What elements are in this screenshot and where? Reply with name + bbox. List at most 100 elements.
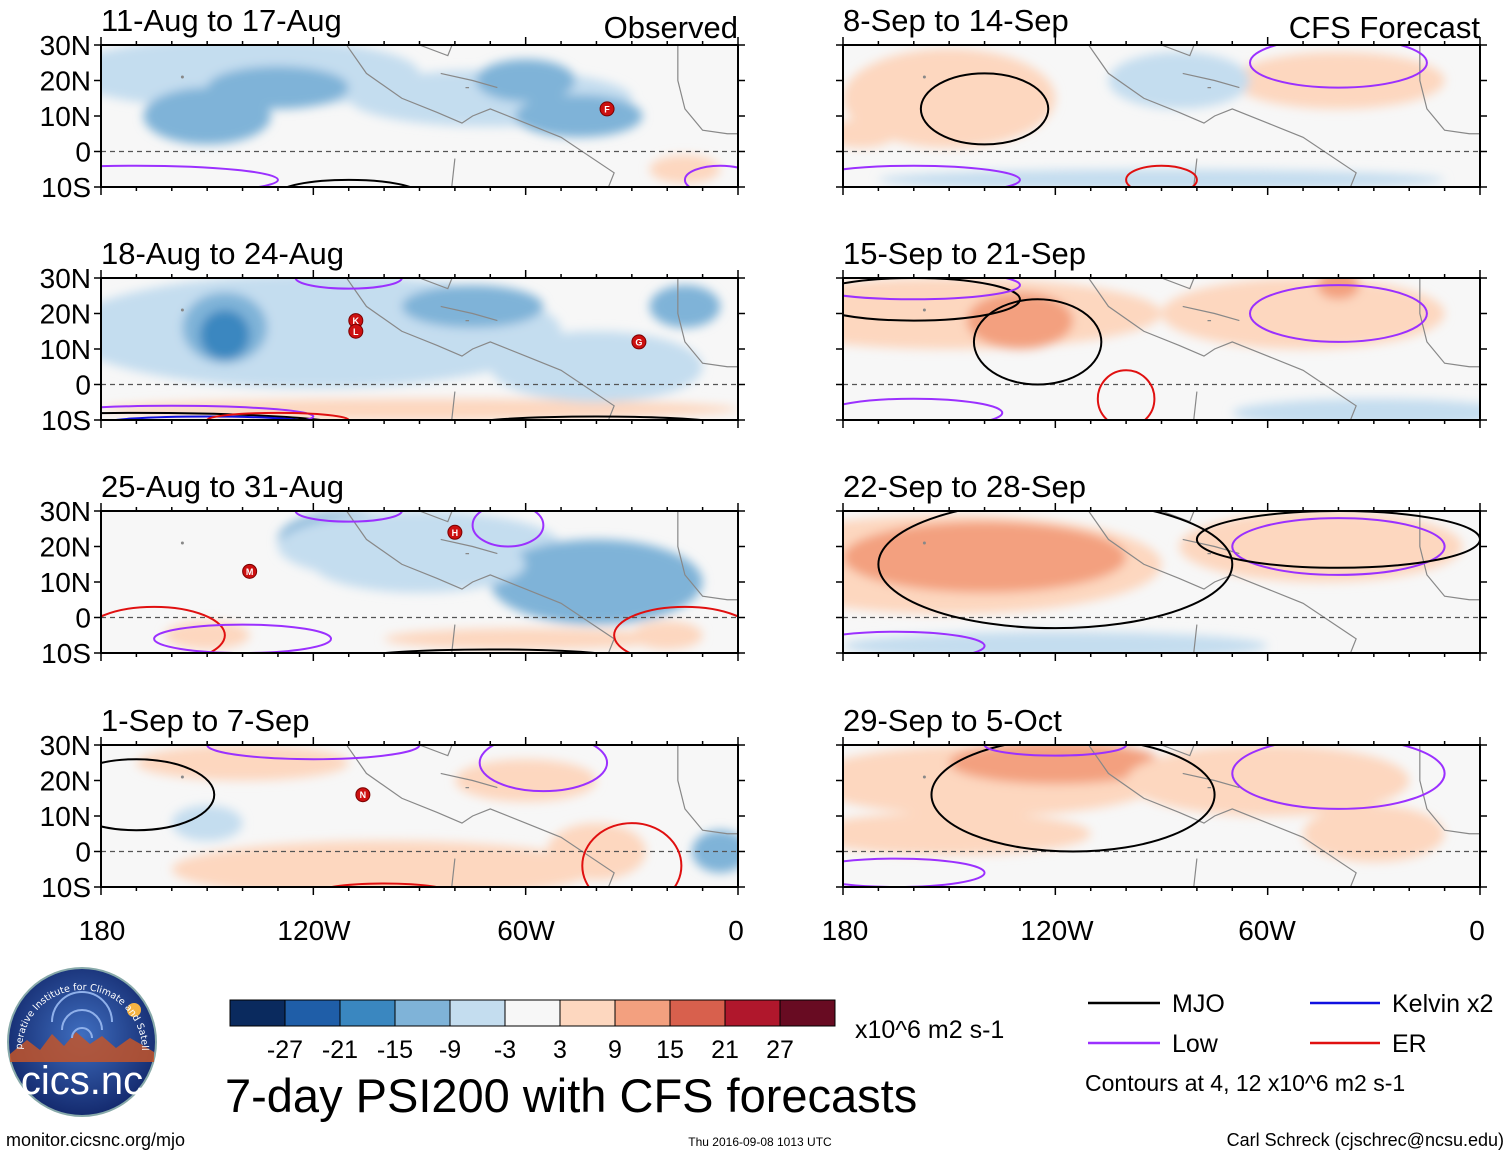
panel-period-title: 18-Aug to 24-Aug <box>101 236 344 271</box>
contour-low <box>153 623 333 653</box>
contour-mjo <box>374 648 607 653</box>
website-label: monitor.cicsnc.org/mjo <box>6 1130 185 1150</box>
anomaly-patch <box>1232 52 1445 109</box>
contour-low <box>1231 517 1446 576</box>
panel-period-title: 25-Aug to 31-Aug <box>101 469 344 504</box>
map-panel: 8-Sep to 14-Sep CFS Forecast <box>836 3 1487 195</box>
panel-period-title: 29-Sep to 5-Oct <box>843 703 1062 738</box>
anomaly-patch <box>490 539 703 625</box>
contour-low <box>471 511 545 548</box>
storm-label: F <box>604 104 610 114</box>
timestamp-label: Thu 2016-09-08 1013 UTC <box>688 1135 832 1149</box>
hawaii-islands <box>922 775 926 779</box>
coastlines <box>180 745 738 887</box>
contour-er <box>1096 369 1156 420</box>
storm-marker: G <box>631 334 647 350</box>
axis-ticks <box>94 737 745 895</box>
africa-coast <box>677 278 738 368</box>
hawaii-islands <box>180 775 184 779</box>
map-panel: 29-Sep to 5-Oct <box>836 703 1487 895</box>
contour-low <box>843 857 986 887</box>
panel-period-title: 1-Sep to 7-Sep <box>101 703 310 738</box>
anomaly-patch <box>171 805 243 841</box>
americas-coast <box>1087 511 1357 653</box>
x-tick-label: 60W <box>1238 915 1296 946</box>
x-tick-label: 120W <box>277 915 351 946</box>
legend-label-er: ER <box>1392 1030 1427 1058</box>
colorbar-cell <box>449 999 506 1027</box>
colorbar-cell <box>724 999 781 1027</box>
contour-low <box>101 164 279 187</box>
coastlines <box>180 511 738 653</box>
y-tick-label: 0 <box>75 837 91 868</box>
contour-low <box>294 278 403 290</box>
storm-label: M <box>246 567 254 577</box>
units-label: x10^6 m2 s-1 <box>855 1016 1004 1044</box>
anomaly-patch <box>1232 398 1480 420</box>
axis-ticks <box>94 270 745 428</box>
caribbean-coast <box>440 538 498 555</box>
anomaly-patch <box>1161 278 1445 349</box>
panel-tag: Observed <box>604 10 738 45</box>
colorbar-cell <box>779 999 836 1027</box>
contour-low <box>843 630 986 653</box>
anomaly-patch <box>1303 805 1445 863</box>
storm-label: K <box>353 316 360 326</box>
x-tick-label: 60W <box>497 915 555 946</box>
contour-low <box>294 511 403 523</box>
contour-er <box>613 605 738 653</box>
contour-mjo <box>284 178 413 187</box>
americas-coast <box>345 511 615 653</box>
coastlines <box>922 745 1480 887</box>
storm-label: G <box>635 337 642 347</box>
contour-kelvin <box>108 415 307 420</box>
storm-marker: H <box>447 524 463 540</box>
colorbar-label: -9 <box>439 1036 461 1064</box>
colorbar-cell <box>614 999 671 1027</box>
y-tick-label: 0 <box>75 137 91 168</box>
coastlines <box>180 278 738 420</box>
y-tick-label: 30N <box>40 263 91 294</box>
contour-mjo <box>480 415 713 420</box>
colorbar-cell <box>669 999 726 1027</box>
anomaly-field <box>843 745 1480 887</box>
anomaly-patch <box>631 621 703 650</box>
contour-low <box>1231 745 1446 810</box>
anomaly-patch <box>649 155 721 184</box>
contour-mjo <box>101 758 216 832</box>
y-tick-label: 10S <box>41 872 91 903</box>
colorbar: -27 -21 -15 -9 -3 3 9 15 21 27 <box>229 999 836 1064</box>
map-panel: 15-Sep to 21-Sep <box>836 236 1487 428</box>
anomaly-patch <box>843 119 897 148</box>
map-panel: KL G 30N 20N 10N 0 10S 18-Aug to 24-Aug <box>40 236 745 436</box>
x-tick-label: 180 <box>79 915 126 946</box>
logo-sun <box>127 1003 141 1017</box>
y-tick-label: 30N <box>40 730 91 761</box>
hawaii-islands <box>180 308 184 312</box>
anomaly-field <box>164 511 738 653</box>
anomaly-patch <box>949 745 1162 785</box>
x-tick-label: 120W <box>1020 915 1094 946</box>
contour-er <box>1125 164 1198 187</box>
storm-label: L <box>353 327 359 337</box>
anomaly-patch <box>1179 511 1463 582</box>
colorbar-cell <box>394 999 451 1027</box>
storm-marker: N <box>355 787 371 803</box>
contour-low <box>1248 284 1428 343</box>
anomaly-patch <box>649 285 721 328</box>
storm-marker: F <box>599 101 615 117</box>
contour-mjo <box>1195 511 1480 569</box>
anomaly-patch <box>200 309 250 360</box>
colorbar-cell <box>339 999 396 1027</box>
anomaly-field <box>843 45 1480 187</box>
storm-label: H <box>452 528 459 538</box>
cicsnc-logo: cics.nc Cooperative Institute for Climat… <box>7 967 157 1117</box>
map-panel: 22-Sep to 28-Sep <box>836 469 1487 661</box>
caribbean-coast <box>440 305 498 322</box>
x-axis-labels-right: 180 120W 60W 0 <box>822 915 1485 946</box>
contour-low <box>101 404 315 420</box>
contour-low <box>206 745 421 761</box>
americas-coast <box>345 45 615 187</box>
colorbar-cell <box>229 999 286 1027</box>
